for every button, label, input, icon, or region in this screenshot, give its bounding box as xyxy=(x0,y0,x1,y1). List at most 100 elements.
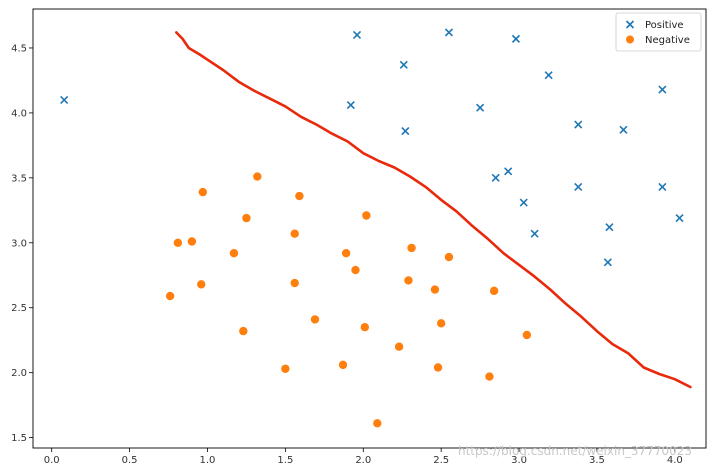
positive-point xyxy=(619,125,628,134)
x-tick-label: 1.5 xyxy=(277,455,293,466)
negative-point xyxy=(362,211,371,220)
negative-point xyxy=(489,286,499,296)
negative-point xyxy=(485,372,494,381)
negative-point xyxy=(430,285,440,294)
x-tick-label: 3.5 xyxy=(589,455,605,466)
positive-point-stroke xyxy=(619,125,628,134)
negative-point xyxy=(436,319,446,328)
y-tick-label: 4.0 xyxy=(11,108,27,119)
positive-point-stroke xyxy=(476,103,485,112)
negative-point xyxy=(198,187,208,197)
positive-point xyxy=(519,198,528,207)
legend-negative-label: Negative xyxy=(645,35,690,46)
y-axis-ticks: 1.5 2.0 2.5 3.0 3.5 4.0 4.5 xyxy=(11,43,33,444)
positive-point-stroke xyxy=(658,85,667,94)
decision-boundary-layer xyxy=(175,31,692,389)
y-tick-label: 1.5 xyxy=(11,433,27,444)
positive-point-stroke xyxy=(574,182,583,192)
watermark-text: https://blog.csdn.net/weixin_37770023 xyxy=(458,444,692,458)
positive-point xyxy=(658,85,667,94)
positive-point-stroke xyxy=(658,182,667,192)
y-tick-label: 2.5 xyxy=(11,303,27,314)
y-tick-label: 2.0 xyxy=(11,368,27,379)
positive-point xyxy=(574,120,583,129)
positive-point xyxy=(603,258,612,267)
positive-point-stroke xyxy=(491,173,500,182)
legend-box xyxy=(615,12,702,52)
x-tick-label: 0.0 xyxy=(44,455,60,466)
negative-point xyxy=(310,315,320,324)
positive-point-stroke xyxy=(401,127,410,136)
negative-point xyxy=(290,229,299,238)
legend-negative-marker-icon xyxy=(626,35,634,44)
positive-point-stroke xyxy=(603,258,612,267)
negative-point xyxy=(295,191,304,201)
positive-point-stroke xyxy=(675,214,684,223)
positive-point xyxy=(504,167,513,176)
positive-point-stroke xyxy=(504,167,513,176)
y-tick-label: 4.5 xyxy=(11,43,27,54)
positive-point-stroke xyxy=(574,120,583,129)
positive-point xyxy=(574,182,583,192)
positive-point-stroke xyxy=(511,34,521,43)
negative-point xyxy=(351,265,360,275)
negative-point xyxy=(341,248,351,258)
x-tick-label: 0.5 xyxy=(122,455,138,466)
positive-point xyxy=(658,182,667,192)
negative-point xyxy=(522,330,532,340)
positive-point xyxy=(675,214,684,223)
positive-point xyxy=(511,34,521,43)
positive-point xyxy=(60,95,69,104)
legend-positive-label: Positive xyxy=(645,20,684,31)
y-tick-label: 3.5 xyxy=(11,173,27,184)
plot-area xyxy=(32,8,707,449)
positive-point-stroke xyxy=(60,95,69,104)
negative-point xyxy=(229,248,239,258)
y-tick-label: 3.0 xyxy=(11,238,27,249)
negative-point xyxy=(165,291,175,301)
negative-point xyxy=(433,363,443,372)
negative-point xyxy=(404,276,413,285)
negative-point xyxy=(290,278,299,288)
negative-point xyxy=(407,243,416,253)
positive-point xyxy=(605,223,614,232)
negative-point xyxy=(253,172,262,181)
positive-point xyxy=(476,103,485,112)
x-tick-label: 3.0 xyxy=(511,455,527,466)
positive-point xyxy=(346,101,355,110)
positive-point xyxy=(401,127,410,136)
legend-positive-marker-icon xyxy=(625,20,635,29)
positive-point-stroke xyxy=(399,60,408,69)
negative-point xyxy=(173,238,183,247)
positive-point-stroke xyxy=(352,30,362,40)
positive-point xyxy=(352,30,362,40)
x-tick-label: 2.0 xyxy=(355,455,371,466)
negative-point xyxy=(242,213,251,223)
positive-point-stroke xyxy=(519,198,528,207)
x-tick-label: 2.5 xyxy=(433,455,449,466)
negative-point xyxy=(281,364,290,373)
positive-point-stroke xyxy=(444,28,454,37)
positive-point xyxy=(399,60,408,69)
negative-point xyxy=(197,280,206,289)
positive-point xyxy=(444,28,454,37)
positive-point-stroke xyxy=(530,229,539,238)
negative-point xyxy=(187,237,197,246)
positive-point-stroke xyxy=(605,223,614,232)
negative-point xyxy=(373,419,382,428)
positive-point xyxy=(530,229,539,238)
positive-point xyxy=(544,71,553,80)
positive-point xyxy=(491,173,500,182)
negative-point xyxy=(338,360,348,370)
negative-point xyxy=(394,342,404,351)
negative-point xyxy=(444,252,454,262)
x-tick-label: 1.0 xyxy=(200,455,216,466)
x-axis-ticks: 0.0 0.5 1.0 1.5 2.0 2.5 3.0 3.5 4.0 xyxy=(44,448,683,466)
x-tick-label: 4.0 xyxy=(667,455,683,466)
negative-point xyxy=(360,323,370,332)
negative-point xyxy=(239,326,248,336)
positive-point-stroke xyxy=(544,71,553,80)
legend: Positive Negative xyxy=(615,12,702,52)
